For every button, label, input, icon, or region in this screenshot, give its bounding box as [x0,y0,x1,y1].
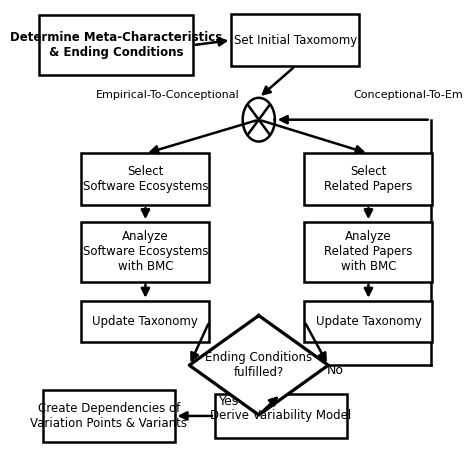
Text: Yes: Yes [219,394,240,408]
Text: Update Taxonomy: Update Taxonomy [316,315,421,328]
Polygon shape [189,316,328,415]
Text: Select
Related Papers: Select Related Papers [324,165,413,193]
Text: Update Taxonomy: Update Taxonomy [92,315,198,328]
Text: Conceptional-To-Em: Conceptional-To-Em [354,90,464,100]
FancyBboxPatch shape [215,394,346,438]
Text: Analyze
Software Ecosystems
with BMC: Analyze Software Ecosystems with BMC [82,230,208,273]
FancyBboxPatch shape [304,301,432,342]
Text: Create Dependencies of
Variation Points & Variants: Create Dependencies of Variation Points … [30,402,187,430]
FancyBboxPatch shape [39,15,193,75]
Text: Empirical-To-Conceptional: Empirical-To-Conceptional [95,90,239,100]
FancyBboxPatch shape [43,390,175,442]
FancyBboxPatch shape [231,14,359,66]
Text: Set Initial Taxomomy: Set Initial Taxomomy [234,34,357,46]
Text: Select
Software Ecosystems: Select Software Ecosystems [82,165,208,193]
FancyBboxPatch shape [82,301,210,342]
FancyBboxPatch shape [304,154,432,205]
Text: Derive Variability Model: Derive Variability Model [210,410,351,422]
FancyBboxPatch shape [82,154,210,205]
Polygon shape [243,98,275,142]
Text: Analyze
Related Papers
with BMC: Analyze Related Papers with BMC [324,230,413,273]
Text: Ending Conditions
fulfilled?: Ending Conditions fulfilled? [205,351,312,379]
Text: Determine Meta-Characteristics
& Ending Conditions: Determine Meta-Characteristics & Ending … [10,31,222,59]
Text: No: No [327,364,344,377]
FancyBboxPatch shape [82,222,210,282]
FancyBboxPatch shape [304,222,432,282]
